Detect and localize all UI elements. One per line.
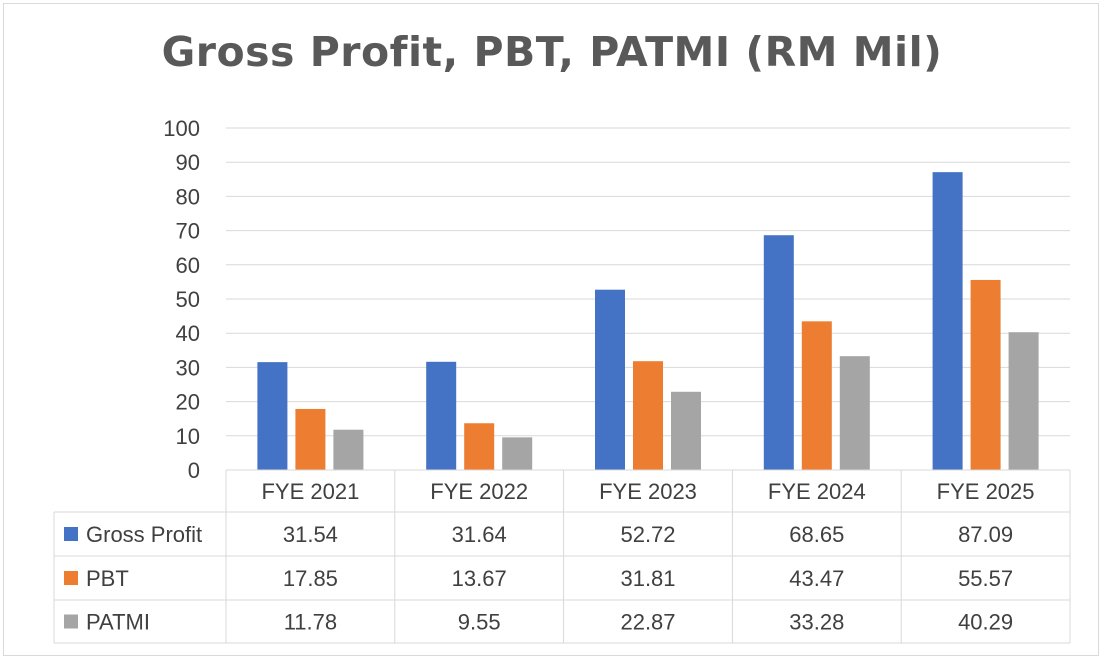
data-table-value: 17.85 <box>283 566 338 591</box>
legend-label: PATMI <box>86 610 150 635</box>
data-table-value: 87.09 <box>958 522 1013 547</box>
y-tick-label: 30 <box>176 355 200 380</box>
y-tick-label: 70 <box>176 219 200 244</box>
bar-pbt <box>633 361 663 470</box>
data-table-value: 11.78 <box>284 610 337 635</box>
y-tick-label: 60 <box>176 253 200 278</box>
y-tick-label: 50 <box>176 287 200 312</box>
data-table-value: 9.55 <box>458 610 501 635</box>
data-table-value: 40.29 <box>958 610 1013 635</box>
legend-key <box>64 571 78 585</box>
data-table-value: 68.65 <box>789 522 844 547</box>
y-tick-label: 90 <box>176 150 200 175</box>
bar-patmi <box>333 429 364 470</box>
legend-key <box>64 614 78 629</box>
data-table-value: 31.64 <box>452 522 507 547</box>
bar-patmi <box>1008 332 1039 470</box>
legend-label: Gross Profit <box>86 522 202 547</box>
x-category-label: FYE 2021 <box>261 479 359 504</box>
bar-gross-profit <box>426 361 457 470</box>
bar-pbt <box>464 423 495 470</box>
data-table-value: 31.81 <box>620 566 675 591</box>
data-table-value: 43.47 <box>789 566 844 591</box>
y-tick-label: 100 <box>163 116 200 141</box>
legend-label: PBT <box>86 566 129 591</box>
bar-gross-profit <box>763 235 794 470</box>
x-category-label: FYE 2024 <box>768 479 866 504</box>
bar-pbt <box>801 321 832 470</box>
data-table-value: 52.72 <box>620 522 675 547</box>
y-tick-label: 40 <box>176 321 200 346</box>
chart-frame <box>3 3 1099 656</box>
y-tick-label: 80 <box>176 184 200 209</box>
chart-title: Gross Profit, PBT, PATMI (RM Mil) <box>161 28 943 76</box>
bar-gross-profit <box>595 289 625 470</box>
x-category-label: FYE 2023 <box>599 479 697 504</box>
legend-key <box>64 527 78 541</box>
data-table-value: 31.54 <box>283 522 338 547</box>
bar-patmi <box>671 391 701 470</box>
bar-gross-profit <box>932 172 963 470</box>
data-table-value: 33.28 <box>789 610 844 635</box>
data-table-value: 13.67 <box>452 566 507 591</box>
x-category-label: FYE 2022 <box>430 479 528 504</box>
data-table-value: 22.87 <box>620 610 675 635</box>
bar-patmi <box>839 356 870 470</box>
bar-patmi <box>502 437 533 470</box>
data-table-value: 55.57 <box>958 566 1013 591</box>
y-tick-label: 10 <box>176 424 200 449</box>
bar-gross-profit <box>257 362 288 470</box>
bar-pbt <box>295 408 326 470</box>
bar-pbt <box>970 279 1001 470</box>
y-tick-label: 20 <box>176 390 200 415</box>
x-category-label: FYE 2025 <box>937 479 1035 504</box>
y-tick-label: 0 <box>188 458 200 483</box>
